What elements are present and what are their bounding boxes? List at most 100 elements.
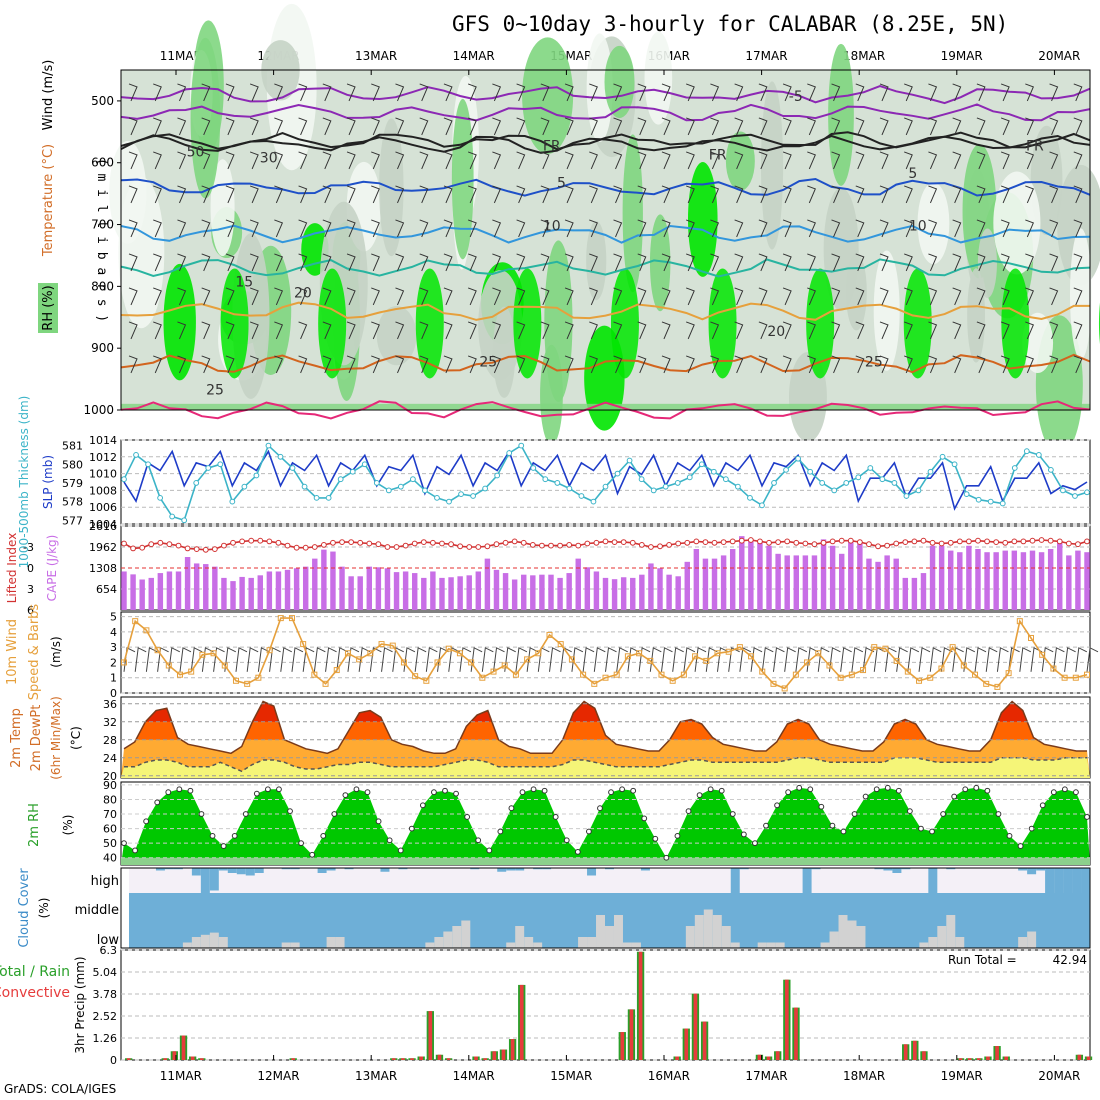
cloud-high-bar: [155, 868, 165, 871]
temp-tick-0: 20: [103, 770, 117, 783]
cloud-high-bar: [227, 868, 237, 873]
temp-tick-4: 36: [103, 698, 117, 711]
thickness-line-point: [783, 466, 789, 473]
lifted-index-line-point: [956, 538, 963, 545]
rh2m-point: [1073, 789, 1079, 796]
thickness-line-point: [650, 487, 657, 494]
cloud-low-bar: [200, 934, 210, 948]
wind-barb: [516, 151, 526, 170]
wind-barb: [1073, 287, 1083, 306]
cloud-label-low: low: [97, 933, 120, 948]
cape-bar: [711, 558, 718, 610]
cloud-high-bar: [533, 868, 543, 870]
cape-bar: [893, 558, 899, 610]
wind-speed-line-point: [781, 685, 788, 692]
wind-speed-line-point: [266, 647, 273, 654]
wind-barb: [589, 185, 598, 204]
wind-barb: [540, 117, 550, 136]
thickness-line-point: [662, 483, 669, 490]
wind-speed-line-point: [288, 615, 295, 622]
wind-barb: [928, 151, 938, 170]
wind-barb: [540, 355, 550, 374]
wind-barb: [201, 321, 211, 340]
rh-contour-blob: [513, 268, 542, 379]
rh-contour-blob: [586, 33, 613, 142]
wind-barb: [613, 151, 623, 170]
wind-speed-line-point: [132, 618, 139, 625]
isotherm-label-6: 10: [543, 219, 561, 235]
lifted-index-line-point: [566, 542, 573, 548]
rh-tick-2: 60: [103, 823, 117, 836]
isotherm-label-3: FR: [1026, 138, 1044, 154]
wind-barb: [710, 83, 720, 102]
wind-speed-line-point: [972, 671, 979, 678]
cloud-low-bar: [605, 926, 614, 948]
wind-barb: [952, 83, 962, 102]
rh2m-point: [1039, 802, 1046, 809]
wind-barb: [782, 83, 792, 102]
rh2m-point: [132, 847, 138, 854]
date-label-top-3: 14MAR: [453, 49, 495, 63]
upper-air-panel: -5 FR FR FR 5 5 10 10 15 20 20 25 25 25 50 30 500 600 700 8…: [38, 3, 1100, 455]
wind-axis-label-1: 10m Wind: [5, 619, 20, 685]
lifted-index-line-point: [829, 538, 836, 545]
precip-conv-bar: [629, 1009, 634, 1060]
thickness-line-point: [337, 476, 344, 483]
wind-barb: [298, 287, 308, 306]
cape-bar: [412, 573, 418, 610]
wind-barb: [298, 151, 308, 170]
wind-barb: [128, 151, 138, 170]
wind-barb: [1073, 253, 1083, 272]
wind-speed-line-point: [792, 671, 799, 678]
wind-barb: [1049, 83, 1059, 102]
wind-barb: [807, 355, 816, 374]
wind-barb: [685, 117, 695, 136]
surface-wind-barb: [1086, 647, 1099, 672]
wind-barb: [661, 117, 671, 136]
wind-speed-line-point: [927, 674, 934, 681]
cloud-low-bar: [856, 926, 866, 948]
precip-conv-bar: [501, 1049, 506, 1060]
wind-axis-units: (m/s): [49, 636, 63, 667]
wind-barb: [661, 321, 671, 340]
cape-bar: [221, 577, 227, 610]
rh2m-point: [685, 808, 692, 815]
wind-barb: [589, 253, 598, 272]
wind-barb: [298, 185, 308, 204]
rh-contour-blob: [644, 31, 673, 125]
rh-legend-swatch: [38, 283, 58, 333]
cape-bar: [957, 552, 963, 610]
wind-barb: [589, 321, 598, 340]
precip-conv-bar: [428, 1011, 433, 1060]
lifted-index-line-point: [584, 540, 591, 547]
cape-bar: [175, 571, 182, 610]
rh2m-point: [962, 786, 969, 793]
thickness-line-point: [626, 457, 633, 464]
lifted-index-line-point: [1011, 538, 1018, 545]
wind-barb: [1073, 151, 1083, 170]
wind-barb: [443, 83, 453, 102]
wind-speed-line-point: [692, 653, 699, 660]
wind-barb: [1000, 117, 1010, 136]
rh-contour-blob: [415, 268, 444, 379]
wind-barb: [879, 117, 889, 136]
lifted-index-line-point: [1002, 539, 1009, 546]
cape-bar: [302, 566, 309, 610]
wind-barb: [1073, 117, 1083, 136]
wind-barb: [589, 219, 598, 238]
rh-contour-blob: [622, 134, 643, 293]
wind-barb: [661, 83, 671, 102]
wind-barb: [225, 355, 235, 374]
wind-barb: [322, 321, 332, 340]
cape-bar: [484, 558, 491, 610]
lifted-index-line-point: [193, 546, 200, 552]
li-tick-1: 0: [27, 562, 34, 575]
precip-conv-bar: [199, 1058, 204, 1060]
wind-barb: [249, 117, 259, 136]
wind-speed-line-point: [904, 668, 911, 675]
rh-contour-blob: [967, 268, 986, 363]
cape-bar: [166, 571, 173, 610]
wind-barb: [492, 185, 502, 204]
wind-tick-1: 1: [110, 672, 117, 685]
precip-conv-bar: [757, 1054, 762, 1060]
